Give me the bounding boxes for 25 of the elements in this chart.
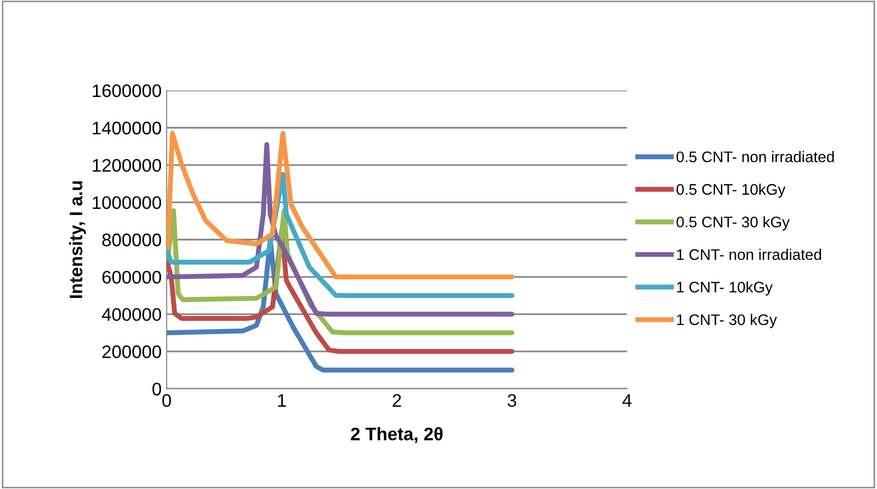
x-tick-label: 4 <box>622 394 632 407</box>
x-tick-label: 2 <box>392 394 401 407</box>
y-tick-label: 0 <box>152 382 162 396</box>
y-tick-label: 1000000 <box>92 196 162 210</box>
line-series <box>166 130 514 280</box>
line-series <box>166 142 514 317</box>
y-tick-label: 1600000 <box>92 84 162 98</box>
y-tick-label: 1400000 <box>92 122 162 134</box>
legend-label: 0.5 CNT- 30 kGy <box>676 216 790 230</box>
y-tick-label: 1200000 <box>92 158 162 172</box>
y-tick-label: 800000 <box>102 234 162 246</box>
legend-label: 1 CNT- 10kGy <box>677 281 773 296</box>
legend-label: 0.5 CNT- 10kGy <box>676 184 786 198</box>
x-tick-label: 1 <box>278 394 286 407</box>
line-series <box>166 172 514 298</box>
y-tick-label: 400000 <box>102 308 162 321</box>
legend-label: 1 CNT- 30 kGy <box>677 314 777 328</box>
legend-label: 1 CNT- non irradiated <box>677 248 822 260</box>
x-axis-title: 2 Theta, 2θ <box>350 427 443 443</box>
y-tick-label: 200000 <box>102 345 162 358</box>
x-tick-label: 3 <box>508 394 516 407</box>
y-tick-label: 600000 <box>102 270 162 284</box>
legend-label: 0.5 CNT- non irradiated <box>676 151 834 162</box>
x-tick-label: 0 <box>162 394 171 407</box>
y-axis-title: Intensity, I a.u <box>69 181 86 298</box>
